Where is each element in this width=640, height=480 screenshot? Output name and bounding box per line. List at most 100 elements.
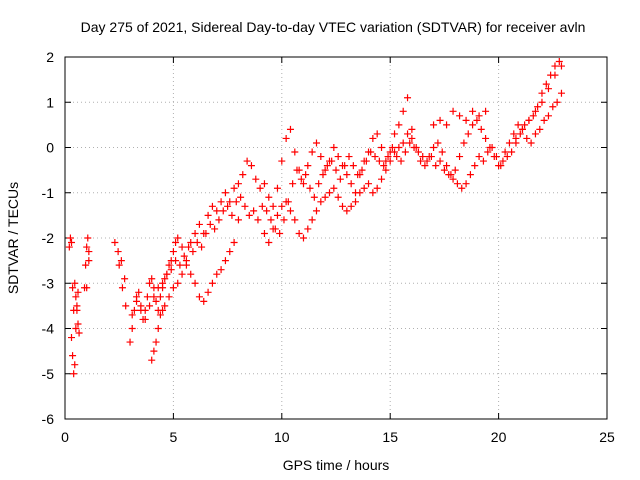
data-point — [488, 144, 496, 151]
data-point — [85, 248, 93, 256]
data-point — [523, 134, 531, 142]
data-point — [291, 216, 299, 224]
data-point — [269, 202, 277, 210]
data-point — [391, 130, 399, 138]
data-point — [551, 62, 559, 70]
data-point — [371, 153, 379, 161]
data-point — [195, 220, 203, 228]
data-point — [386, 157, 394, 165]
data-point — [195, 293, 203, 301]
data-point — [410, 144, 418, 151]
y-axis-label: SDTVAR / TECUs — [5, 182, 21, 294]
data-point — [130, 306, 138, 314]
data-point — [451, 166, 459, 174]
data-point — [208, 202, 216, 210]
data-point — [204, 288, 212, 296]
data-point — [408, 134, 416, 142]
data-point — [304, 225, 312, 233]
data-point — [169, 284, 177, 292]
data-point — [540, 116, 548, 124]
data-point — [237, 193, 245, 201]
data-point — [172, 239, 180, 247]
y-tick-label: 2 — [46, 49, 54, 65]
data-point — [449, 175, 457, 183]
data-point — [74, 288, 82, 296]
y-tick-label: -5 — [42, 366, 55, 382]
data-point — [114, 248, 122, 256]
data-point — [336, 175, 344, 183]
x-tick-label: 0 — [61, 429, 69, 445]
x-tick-label: 15 — [382, 429, 398, 445]
data-point — [122, 302, 130, 310]
data-point — [456, 112, 464, 120]
data-point — [557, 89, 565, 97]
data-point — [256, 184, 264, 192]
data-point — [393, 153, 401, 161]
data-point — [347, 180, 355, 188]
data-point — [221, 257, 229, 265]
data-points — [65, 58, 565, 378]
x-tick-label: 5 — [170, 429, 178, 445]
data-point — [479, 157, 487, 165]
data-point — [213, 270, 221, 278]
data-point — [278, 157, 286, 165]
data-point — [286, 125, 294, 133]
data-point — [345, 153, 353, 161]
data-point — [83, 243, 91, 251]
data-point — [304, 162, 312, 170]
data-point — [443, 121, 451, 129]
data-point — [306, 184, 314, 192]
data-point — [384, 153, 392, 161]
data-point — [395, 121, 403, 129]
data-point — [226, 198, 234, 206]
data-point — [475, 112, 483, 120]
data-point — [456, 153, 464, 161]
data-point — [380, 162, 388, 170]
data-point — [482, 134, 490, 142]
data-point — [224, 202, 232, 210]
data-point — [321, 193, 329, 201]
data-point — [473, 116, 481, 124]
data-point — [154, 284, 162, 292]
data-point — [391, 148, 399, 156]
data-point — [191, 229, 199, 237]
data-point — [165, 293, 173, 301]
data-point — [146, 279, 154, 287]
data-point — [191, 279, 199, 287]
data-point — [417, 157, 425, 165]
data-point — [367, 148, 375, 156]
data-point — [165, 261, 173, 269]
data-point — [156, 293, 164, 301]
data-point — [538, 98, 546, 106]
data-point — [365, 180, 373, 188]
data-point — [72, 293, 80, 301]
data-point — [328, 157, 336, 165]
data-point — [438, 148, 446, 156]
data-point — [330, 144, 338, 151]
data-point — [258, 202, 266, 210]
data-point — [230, 184, 238, 192]
data-point — [299, 234, 307, 242]
data-point — [115, 261, 123, 269]
data-point — [518, 125, 526, 133]
data-point — [273, 184, 281, 192]
data-point — [343, 171, 351, 179]
data-point — [369, 134, 377, 142]
data-point — [453, 180, 461, 188]
data-point — [82, 261, 90, 269]
data-point — [72, 325, 80, 332]
data-point — [200, 297, 208, 305]
data-point — [553, 98, 561, 106]
data-point — [395, 144, 403, 151]
data-point — [399, 139, 407, 147]
data-point — [245, 211, 253, 219]
data-point — [406, 139, 414, 147]
data-point — [419, 153, 427, 161]
data-point — [330, 184, 338, 192]
data-point — [135, 288, 143, 296]
data-point — [221, 189, 229, 197]
data-point — [557, 62, 565, 70]
data-point — [211, 225, 219, 233]
data-point — [291, 148, 299, 156]
data-point — [471, 162, 479, 170]
